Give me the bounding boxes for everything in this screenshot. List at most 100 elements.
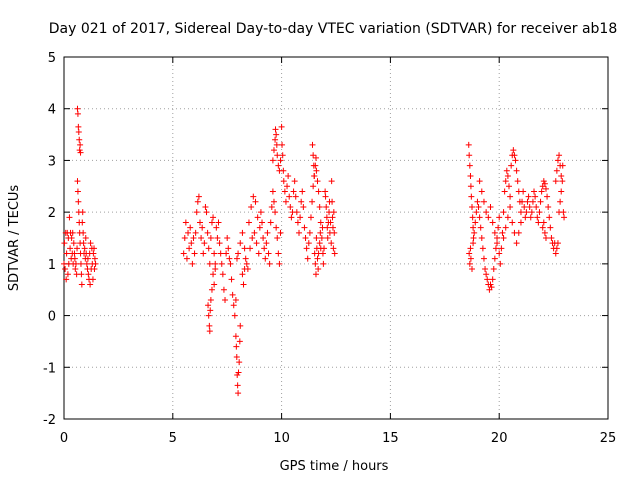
data-point xyxy=(240,281,247,288)
data-point xyxy=(282,198,289,205)
data-point xyxy=(265,250,272,257)
data-point xyxy=(236,338,243,345)
data-point xyxy=(469,214,476,221)
data-point xyxy=(522,214,529,221)
data-point xyxy=(75,128,82,135)
data-point xyxy=(206,260,213,267)
data-point xyxy=(233,255,240,262)
data-point xyxy=(256,224,263,231)
data-point xyxy=(316,203,323,210)
data-point xyxy=(66,214,73,221)
data-point xyxy=(321,245,328,252)
data-point xyxy=(212,260,219,267)
data-point xyxy=(267,219,274,226)
data-point xyxy=(206,322,213,329)
data-point xyxy=(75,123,82,130)
data-point xyxy=(322,193,329,200)
data-point xyxy=(185,229,192,236)
data-point xyxy=(207,235,214,241)
data-point xyxy=(471,229,478,236)
data-point xyxy=(279,152,286,159)
data-point xyxy=(208,286,215,293)
data-point xyxy=(526,203,533,210)
data-point xyxy=(498,245,505,252)
data-point xyxy=(317,229,324,236)
data-point xyxy=(234,382,241,389)
data-point xyxy=(504,172,511,179)
data-point xyxy=(273,224,280,231)
data-point xyxy=(525,193,532,200)
data-point xyxy=(329,214,336,221)
data-point xyxy=(78,271,85,278)
data-point xyxy=(278,123,285,130)
data-point xyxy=(513,167,520,174)
data-point xyxy=(554,157,561,164)
data-point xyxy=(330,209,337,216)
data-point xyxy=(82,235,89,241)
data-point xyxy=(489,276,496,283)
data-point xyxy=(541,229,548,236)
data-point xyxy=(301,224,308,231)
data-point xyxy=(323,214,330,221)
data-point xyxy=(319,250,326,257)
data-point xyxy=(559,162,566,169)
data-point xyxy=(312,154,319,161)
data-points xyxy=(61,105,568,397)
data-point xyxy=(478,235,485,241)
data-point xyxy=(467,245,474,252)
data-point xyxy=(500,209,507,216)
data-point xyxy=(190,235,197,241)
data-point xyxy=(310,152,317,159)
axis-ticks: 0 5 10 15 20 25 -2 -1 0 1 2 3 4 5 xyxy=(43,51,616,446)
data-point xyxy=(494,235,501,241)
data-point xyxy=(524,198,531,205)
data-point xyxy=(87,281,94,288)
data-point xyxy=(475,203,482,210)
data-point xyxy=(191,250,198,257)
data-point xyxy=(203,209,210,216)
data-point xyxy=(312,271,319,278)
data-point xyxy=(539,224,546,231)
data-point xyxy=(490,266,497,273)
data-point xyxy=(558,172,565,179)
data-point xyxy=(499,229,506,236)
data-point xyxy=(324,235,331,241)
x-tick-label: 25 xyxy=(600,431,617,446)
data-point xyxy=(186,245,193,252)
data-point xyxy=(80,229,87,236)
data-point xyxy=(495,224,502,231)
data-point xyxy=(480,255,487,262)
data-point xyxy=(527,214,534,221)
data-point xyxy=(257,209,264,216)
data-point xyxy=(547,224,554,231)
data-point xyxy=(541,180,548,187)
y-tick-label: -1 xyxy=(43,361,56,376)
data-point xyxy=(207,297,214,304)
data-point xyxy=(74,110,81,117)
data-point xyxy=(467,183,474,190)
data-point xyxy=(80,240,87,247)
data-point xyxy=(531,188,538,195)
data-point xyxy=(331,229,338,236)
data-point xyxy=(500,235,507,241)
data-point xyxy=(536,209,543,216)
data-point xyxy=(230,302,237,309)
data-point xyxy=(328,240,335,247)
data-point xyxy=(205,302,212,309)
data-point xyxy=(509,219,516,226)
data-point xyxy=(556,152,563,159)
data-point xyxy=(280,178,287,185)
data-point xyxy=(211,250,218,257)
data-point xyxy=(478,188,485,195)
data-point xyxy=(290,188,297,195)
data-point xyxy=(202,203,209,210)
data-point xyxy=(252,198,259,205)
chart-title: Day 021 of 2017, Sidereal Day-to-day VTE… xyxy=(49,21,618,37)
data-point xyxy=(297,214,304,221)
data-point xyxy=(528,209,535,216)
data-point xyxy=(87,240,94,247)
data-point xyxy=(529,198,536,205)
data-point xyxy=(275,250,282,257)
data-point xyxy=(466,162,473,169)
